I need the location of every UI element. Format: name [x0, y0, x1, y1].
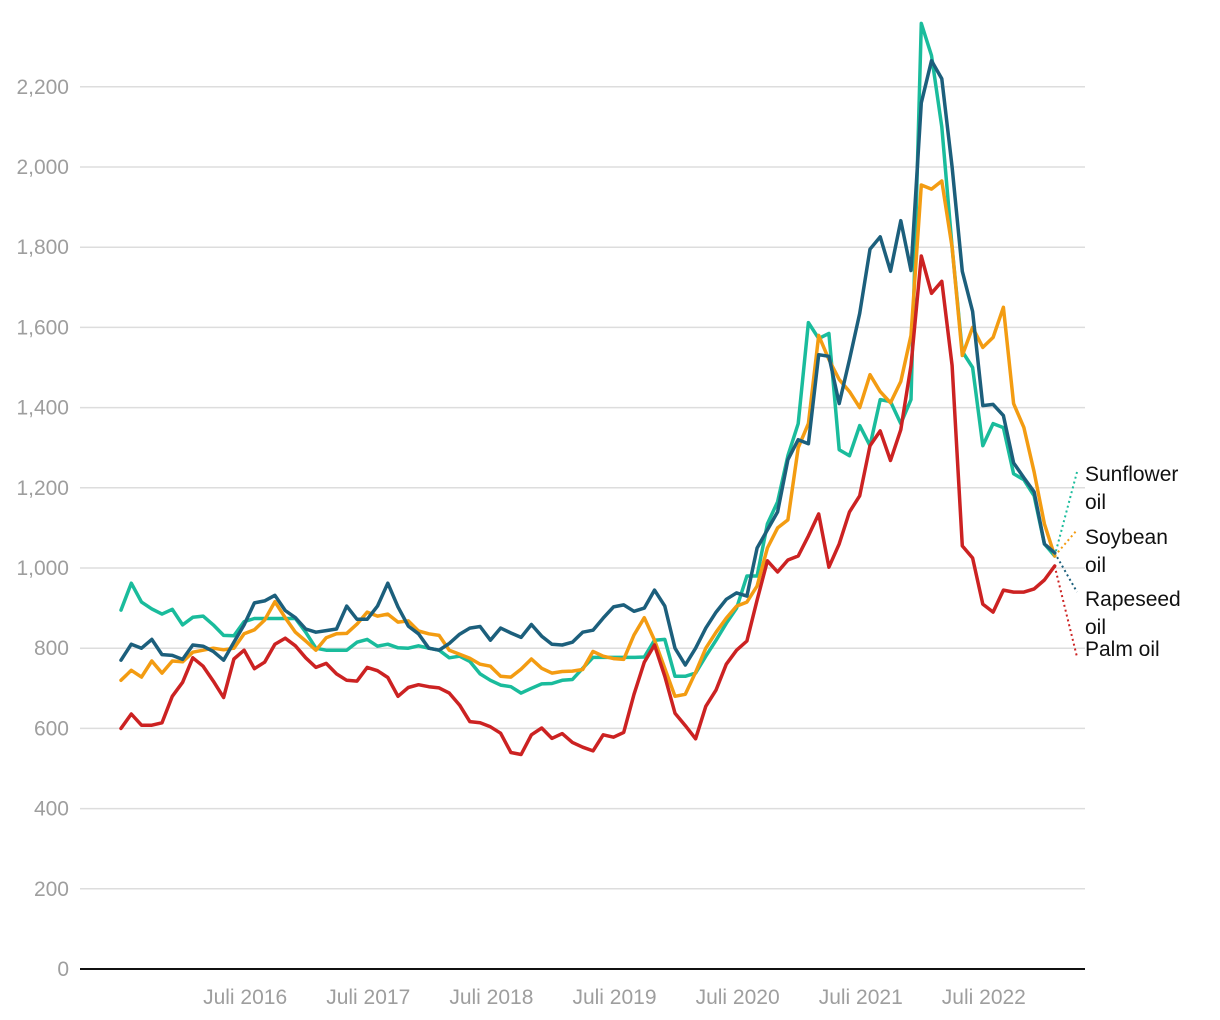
gridlines [80, 86, 1085, 890]
y-tick-label: 1,200 [16, 477, 69, 500]
x-tick-label: Juli 2017 [326, 986, 410, 1009]
y-tick-label: 0 [57, 958, 69, 981]
x-axis-tick-labels: Juli 2016 Juli 2017 Juli 2018 Juli 2019 Juli… [203, 986, 1026, 1009]
y-tick-label: 1,600 [16, 316, 69, 339]
x-tick-label: Juli 2016 [203, 986, 287, 1009]
y-tick-label: 1,400 [16, 397, 69, 420]
series-line-sunflower-oil [119, 21, 1057, 695]
y-tick-label: 800 [34, 637, 69, 660]
series-label: Sunflower [1085, 463, 1178, 486]
y-tick-label: 600 [34, 717, 69, 740]
series-line-rapeseed-oil [119, 58, 1057, 667]
label-connector [1053, 565, 1078, 658]
y-axis-tick-labels: 0 200 400 600 800 1,000 1,200 1,400 1,600 1,800 2,… [16, 76, 69, 981]
label-connector [1053, 552, 1078, 593]
y-tick-label: 200 [34, 878, 69, 901]
x-tick-label: Juli 2022 [942, 986, 1026, 1009]
x-tick-label: Juli 2020 [696, 986, 780, 1009]
series-line-soybean-oil [119, 179, 1057, 699]
y-tick-label: 400 [34, 798, 69, 821]
series-label: Palm oil [1085, 638, 1160, 661]
series-line-palm-oil [119, 254, 1057, 757]
series-label: Soybean [1085, 526, 1168, 549]
series-lines [119, 21, 1057, 757]
series-label: Rapeseed [1085, 588, 1181, 611]
x-tick-label: Juli 2018 [449, 986, 533, 1009]
x-tick-label: Juli 2021 [819, 986, 903, 1009]
label-connector [1053, 529, 1078, 557]
series-label: oil [1085, 616, 1106, 639]
x-tick-label: Juli 2019 [572, 986, 656, 1009]
series-label: oil [1085, 554, 1106, 577]
y-tick-label: 2,000 [16, 156, 69, 179]
y-tick-label: 1,000 [16, 557, 69, 580]
y-tick-label: 1,800 [16, 236, 69, 259]
series-label: oil [1085, 491, 1106, 514]
y-tick-label: 2,200 [16, 76, 69, 99]
